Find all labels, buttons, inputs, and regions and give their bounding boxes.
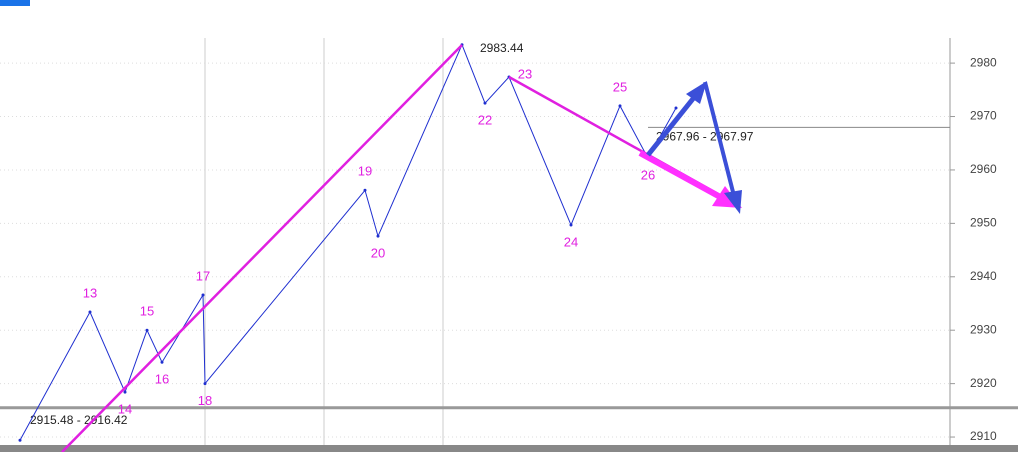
forecast-arrow <box>703 81 735 193</box>
wave-line <box>19 43 677 441</box>
wave-label: 18 <box>198 393 212 408</box>
wave-label: 19 <box>358 164 372 179</box>
y-tick-label: 2960 <box>970 162 997 176</box>
wave-label: 17 <box>196 268 210 283</box>
wave-point <box>618 104 622 108</box>
wave-point <box>674 106 678 110</box>
wave-point <box>376 234 380 238</box>
wave-point <box>123 390 127 394</box>
wave-point <box>483 101 487 105</box>
bottom-bar <box>0 445 1018 452</box>
wave-label: 24 <box>564 234 578 249</box>
annotation: 2983.44 <box>480 41 524 55</box>
toolbar-tab <box>0 0 30 6</box>
y-tick-label: 2920 <box>970 376 997 390</box>
annotation: 2967.96 - 2967.97 <box>656 130 754 144</box>
y-tick-label: 2950 <box>970 216 997 230</box>
wave-point <box>363 188 367 192</box>
wave-point <box>160 360 164 364</box>
wave-label: 16 <box>155 372 169 387</box>
wave-point <box>203 382 207 386</box>
arrow-head <box>724 190 742 214</box>
wave-point <box>145 328 149 332</box>
wave-point <box>18 438 22 442</box>
arrow-head <box>686 81 707 104</box>
forecast-arrow <box>646 93 698 157</box>
wave-point <box>88 310 92 314</box>
drawings <box>61 44 742 452</box>
wave-label: 26 <box>641 168 655 183</box>
y-tick-label: 2930 <box>970 322 997 336</box>
wave-label: 23 <box>518 66 532 81</box>
y-tick-label: 2910 <box>970 429 997 443</box>
wave-label: 15 <box>140 304 154 319</box>
wave-point <box>569 223 573 227</box>
annotation: 2915.48 - 2916.42 <box>30 413 128 427</box>
wave-label: 22 <box>478 113 492 128</box>
trend-arrow <box>638 150 724 201</box>
wave-label: 20 <box>371 246 385 261</box>
y-tick-label: 2980 <box>970 55 997 69</box>
wave-label: 25 <box>613 79 627 94</box>
y-tick-label: 2940 <box>970 269 997 283</box>
plot: 2910 2920 2930 2940 2950 2960 2970 2980 2983.44 2… <box>0 41 1018 452</box>
trend-line <box>61 44 463 452</box>
wave-label: 14 <box>118 402 132 417</box>
wave-label: 13 <box>83 285 97 300</box>
y-tick-label: 2970 <box>970 109 997 123</box>
wave-point <box>201 293 205 297</box>
